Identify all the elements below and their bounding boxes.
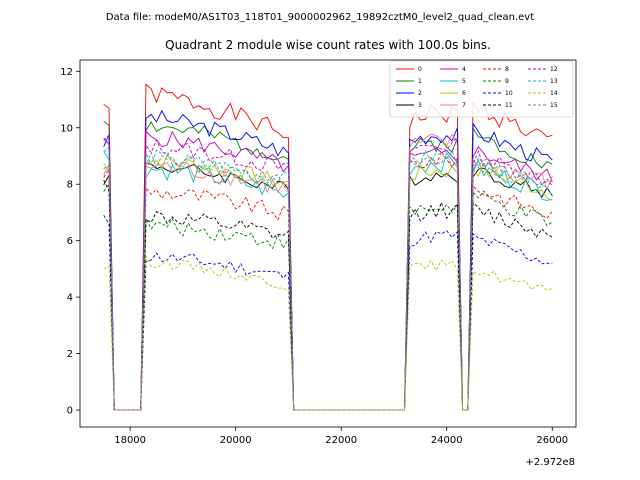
y-tick-label: 10 [60,123,73,134]
legend-label-13: 13 [550,78,558,85]
legend-label-7: 7 [462,102,466,109]
series-line-14 [103,255,553,411]
series-line-15 [103,151,553,411]
series-line-11 [103,179,553,411]
legend-label-14: 14 [550,90,558,97]
legend-label-5: 5 [462,78,466,85]
legend-label-9: 9 [505,78,509,85]
series-line-9 [103,182,553,411]
y-tick-label: 8 [67,180,73,191]
legend-label-15: 15 [550,102,558,109]
series-lines [103,83,553,411]
legend-label-10: 10 [505,90,513,97]
legend-label-4: 4 [462,66,466,73]
series-line-0 [103,83,553,411]
axes-frame [79,59,577,428]
x-tick-label: 24000 [431,435,463,446]
y-tick-label: 0 [67,406,73,417]
y-tick-label: 6 [67,236,73,247]
data-file-suptitle: Data file: modeM0/AS1T03_118T01_90000029… [106,12,534,23]
series-line-5 [103,151,553,411]
y-tick-label: 12 [60,67,73,78]
y-tick-label: 2 [67,349,73,360]
legend-label-12: 12 [550,66,558,73]
legend-label-2: 2 [418,90,422,97]
chart-title: Quadrant 2 module wise count rates with … [165,38,491,52]
series-line-6 [103,154,553,411]
series-line-12 [103,134,553,411]
y-axis-ticks: 0 2 4 6 8 10 12 [60,67,80,417]
legend-label-11: 11 [505,102,513,109]
x-offset-label: +2.972e8 [525,457,575,468]
x-tick-label: 18000 [114,435,146,446]
x-axis-ticks: 18000 20000 22000 24000 26000 [114,427,568,446]
x-tick-label: 26000 [536,435,568,446]
legend-label-0: 0 [418,66,422,73]
legend-box [389,60,574,118]
legend-label-3: 3 [418,102,422,109]
series-line-3 [103,163,553,411]
series-line-8 [103,150,553,411]
y-tick-label: 4 [67,293,73,304]
legend-label-6: 6 [462,90,466,97]
series-line-13 [103,146,553,411]
legend-label-1: 1 [418,78,422,85]
x-tick-label: 22000 [325,435,357,446]
series-line-7 [103,133,553,411]
x-tick-label: 20000 [220,435,252,446]
series-line-10 [103,214,553,411]
legend-label-8: 8 [505,66,509,73]
series-line-1 [103,120,553,411]
